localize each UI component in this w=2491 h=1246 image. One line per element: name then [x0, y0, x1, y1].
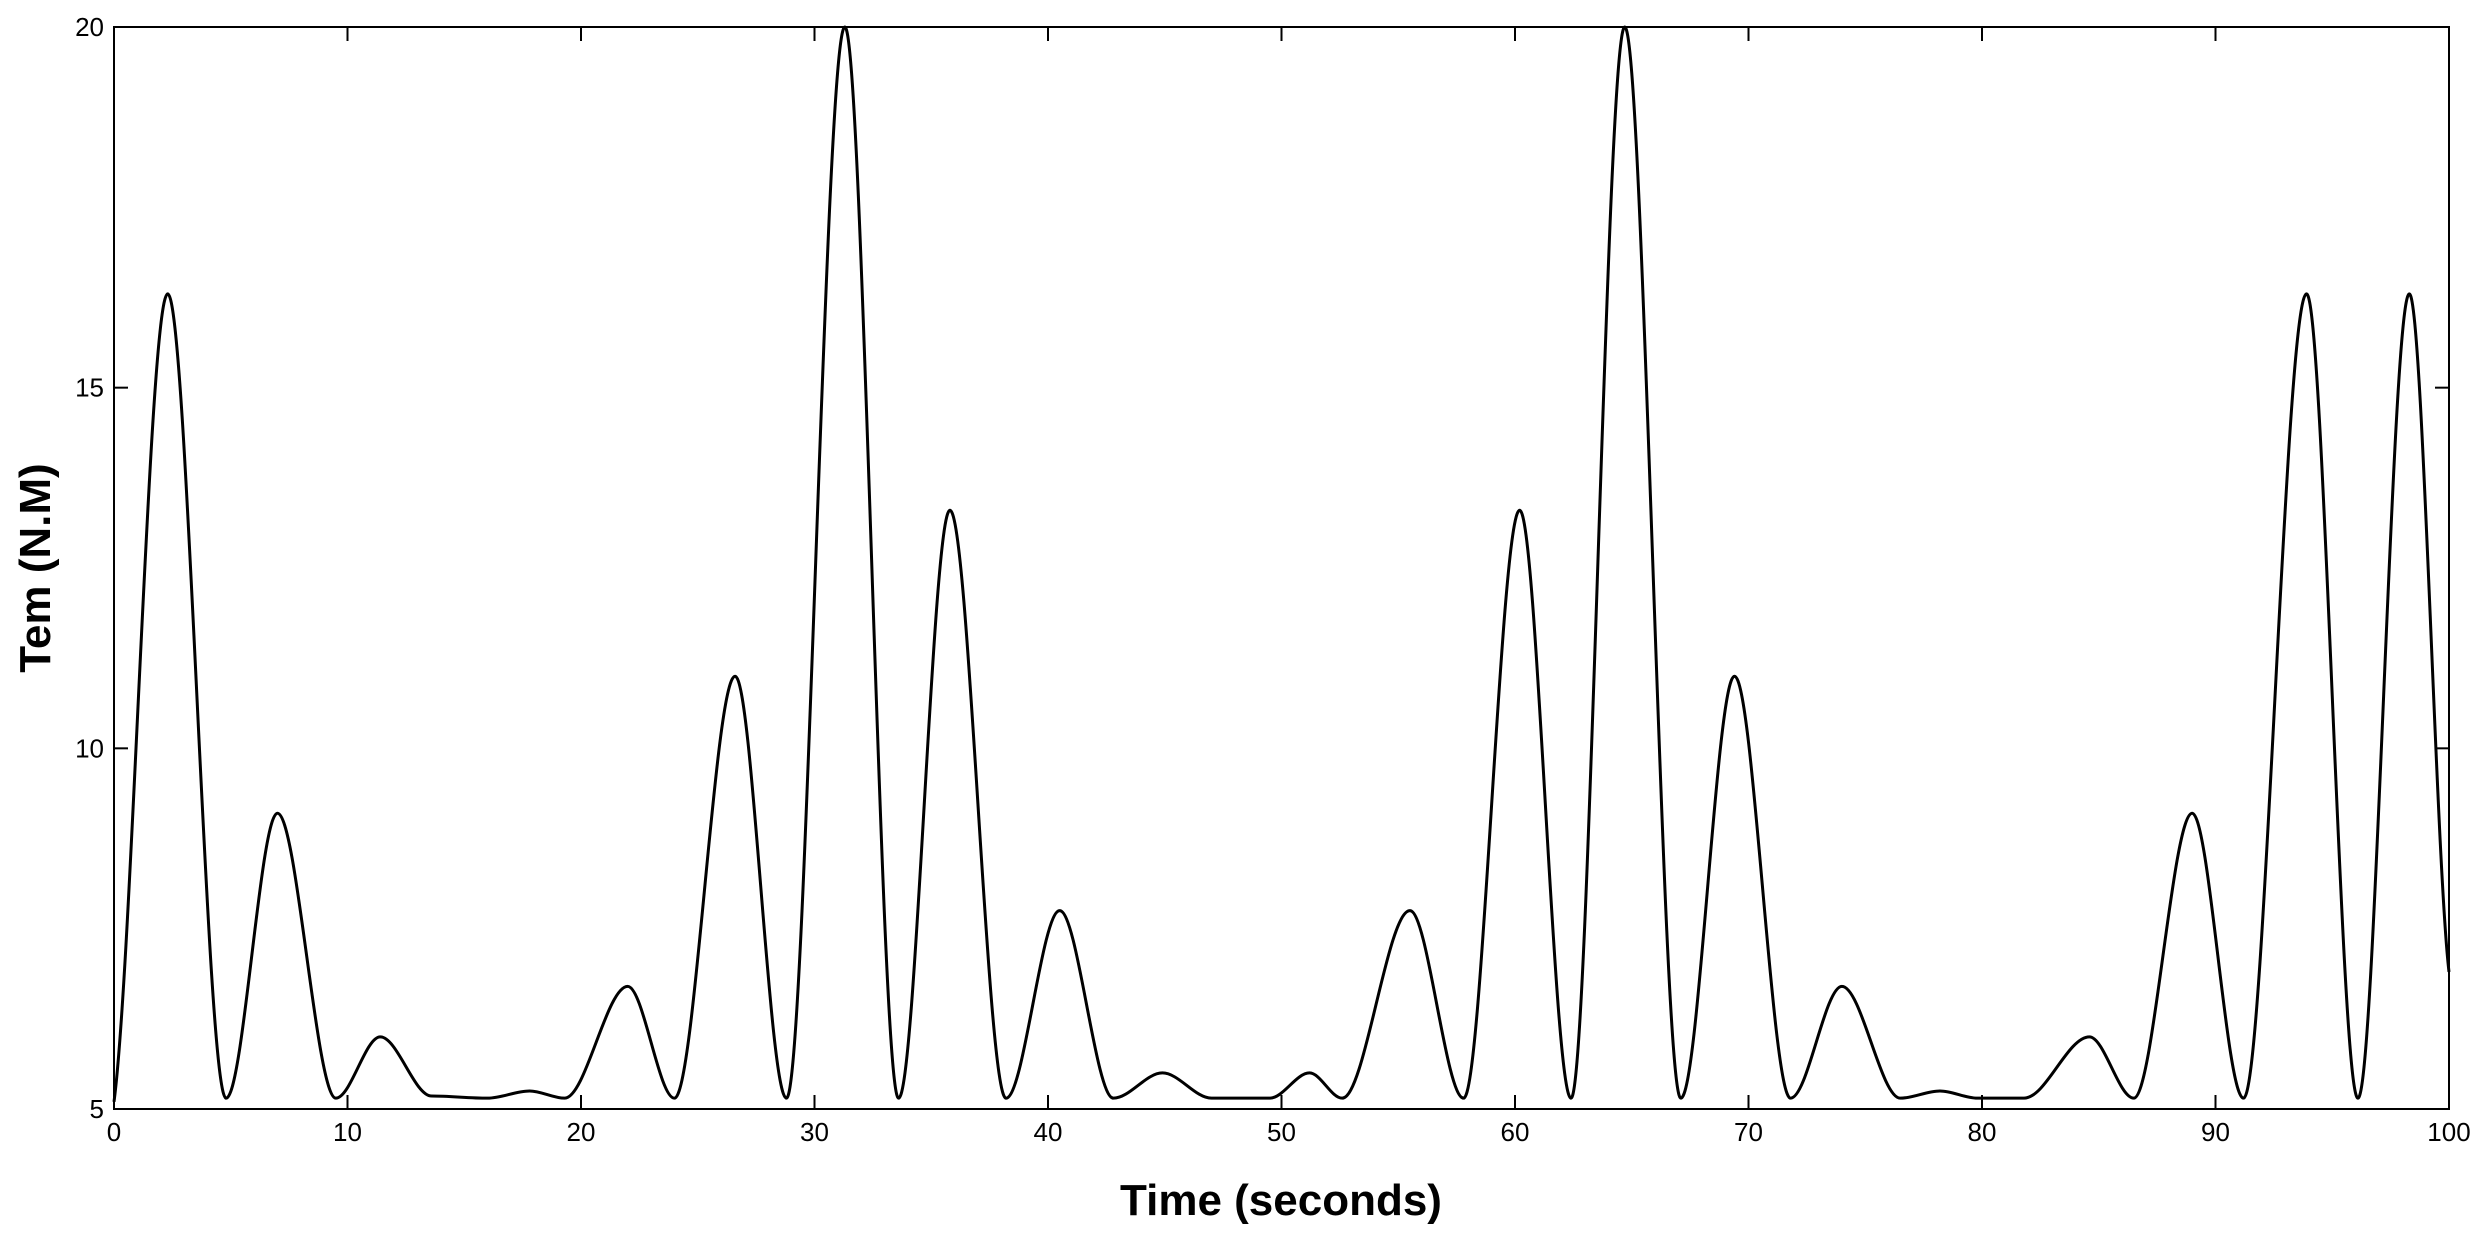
x-tick-label: 40 [1034, 1117, 1063, 1147]
x-tick-label: 10 [333, 1117, 362, 1147]
x-tick-label: 80 [1968, 1117, 1997, 1147]
y-tick-label: 5 [90, 1094, 104, 1124]
x-tick-label: 60 [1501, 1117, 1530, 1147]
x-tick-label: 100 [2427, 1117, 2470, 1147]
line [112, 25, 2451, 1102]
y-axis-title: Tem (N.M) [11, 463, 60, 672]
x-axis-title: Time (seconds) [1120, 1176, 1442, 1225]
plot-frame [113, 26, 2450, 1110]
x-tick-label: 20 [567, 1117, 596, 1147]
x-tick-label: 30 [800, 1117, 829, 1147]
y-tick-label: 20 [75, 12, 104, 42]
x-tick-label: 70 [1734, 1117, 1763, 1147]
y-tick-label: 15 [75, 373, 104, 403]
x-tick-label: 0 [107, 1117, 121, 1147]
y-tick-label: 10 [75, 733, 104, 763]
x-tick-label: 90 [2201, 1117, 2230, 1147]
x-tick-label: 50 [1267, 1117, 1296, 1147]
